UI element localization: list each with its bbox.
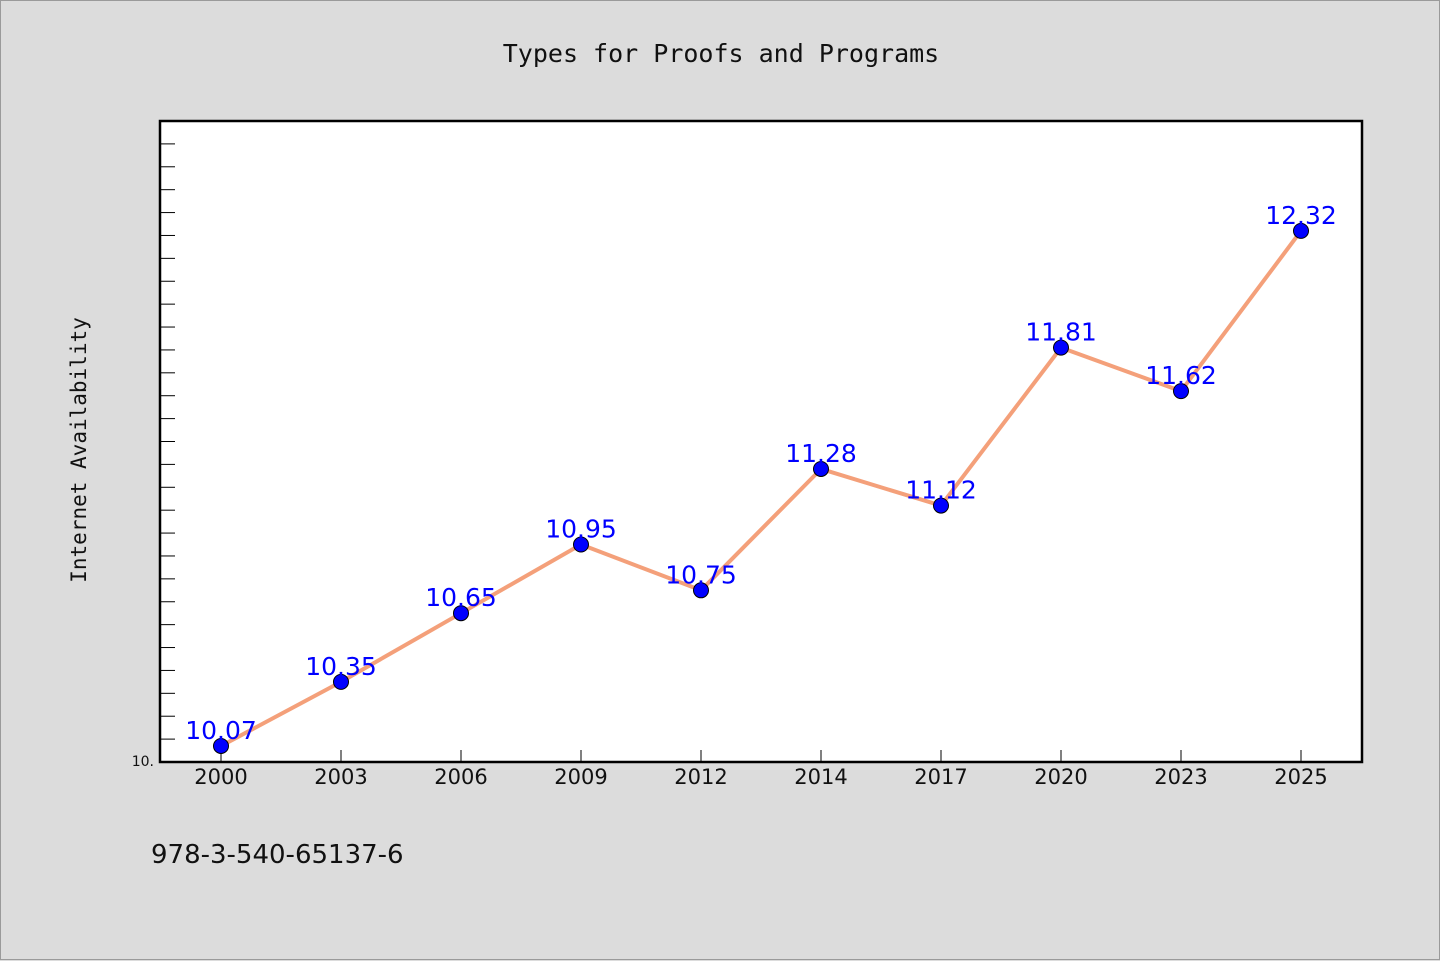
plot-area: [158, 119, 1364, 764]
data-point: [693, 582, 709, 599]
data-label: 10.65: [425, 583, 497, 612]
x-tick-label: 2000: [194, 765, 247, 789]
x-tick-label: 2012: [674, 765, 727, 789]
data-label: 11.81: [1025, 318, 1097, 347]
data-point: [573, 536, 589, 553]
data-point: [333, 673, 349, 690]
x-tick-label: 2023: [1154, 765, 1207, 789]
x-tick-label: 2006: [434, 765, 487, 789]
y-axis-label: Internet Availability: [67, 317, 91, 583]
x-axis-ticks: 2000 2003 2006 2009 2012 2014 2017 2020 2023 2025: [194, 750, 1328, 789]
x-tick-label: 2017: [914, 765, 967, 789]
data-label: 10.75: [665, 560, 737, 589]
y-axis-ticks: [160, 143, 175, 740]
x-tick-label: 2020: [1034, 765, 1087, 789]
x-tick-label: 2014: [794, 765, 847, 789]
x-tick-label: 2009: [554, 765, 607, 789]
data-label: 11.12: [905, 476, 977, 505]
data-point: [1053, 339, 1069, 356]
data-point: [1293, 222, 1309, 239]
data-point: [1173, 383, 1189, 400]
data-point: [813, 460, 829, 477]
footnote-isbn: 978-3-540-65137-6: [151, 840, 404, 870]
data-point: [453, 605, 469, 622]
x-tick-label: 2003: [314, 765, 367, 789]
data-label: 12.32: [1265, 201, 1337, 230]
data-point: [933, 497, 949, 514]
data-label: 10.35: [305, 652, 377, 681]
data-label: 11.62: [1145, 361, 1217, 390]
data-labels: 10.07 10.35 10.65 10.95 10.75 11.28 11.12 11.81…: [185, 201, 1337, 745]
data-label: 10.07: [185, 716, 257, 745]
data-label: 10.95: [545, 515, 617, 544]
data-markers: [213, 222, 1309, 754]
y-tick-label: 10.: [132, 754, 154, 770]
x-tick-label: 2025: [1274, 765, 1327, 789]
data-label: 11.28: [785, 439, 857, 468]
chart-title: Types for Proofs and Programs: [503, 39, 940, 68]
series-line: [220, 229, 1303, 748]
data-point: [213, 737, 229, 754]
